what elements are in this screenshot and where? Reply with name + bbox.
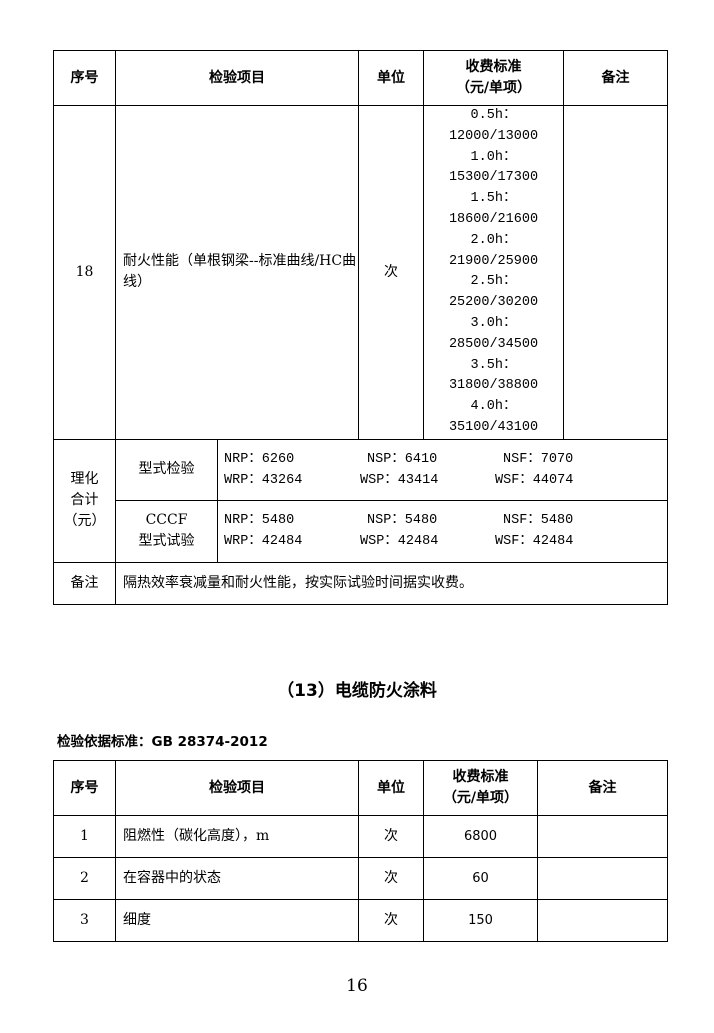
row-item: 细度 [115, 899, 359, 942]
price-value: 18600/21600 [448, 211, 539, 227]
row-unit: 次 [358, 899, 424, 942]
table-row: 3 细度 次 150 [53, 899, 668, 942]
row-item: 耐火性能（单根钢梁--标准曲线/HC曲线） [115, 105, 359, 440]
row-item: 阻燃性（碳化高度），m [115, 815, 359, 858]
total-nrp: NRP：5480 [224, 513, 295, 529]
fee-table-cable-coating: 序号 检验项目 单位 收费标准 （元/单项） 备注 1 阻燃性（碳化高度），m 次… [53, 760, 668, 942]
totals-row-cccf: CCCF 型式试验 NRP：5480 NSP：5480 NSF：5480 WRP：… [54, 499, 668, 563]
total-nrp: NRP：6260 [224, 451, 295, 467]
total-wsf: WSF：42484 [495, 534, 574, 550]
row-fee: 150 [423, 899, 538, 942]
totals-type-line: CCCF [145, 512, 188, 529]
row-unit: 次 [358, 857, 424, 900]
row-fee: 60 [423, 857, 538, 900]
price-value: 21900/25900 [448, 253, 539, 269]
totals-label-line: 理化 [70, 471, 99, 488]
row-remark [537, 815, 668, 858]
totals-type-line: 型式检验 [138, 461, 195, 478]
header-unit: 单位 [358, 50, 424, 106]
header-item: 检验项目 [115, 760, 359, 816]
total-wrp: WRP：43264 [224, 472, 303, 488]
row-fee-list: 0.5h： 12000/13000 1.0h： 15300/17300 1.5h： 1… [423, 105, 564, 440]
header-no: 序号 [53, 50, 116, 106]
price-value: 25200/30200 [448, 295, 539, 311]
header-fee: 收费标准 （元/单项） [423, 760, 538, 816]
row-unit: 次 [358, 815, 424, 858]
totals-label: 理化 合计 （元） [53, 438, 116, 563]
table-row: 1 阻燃性（碳化高度），m 次 6800 [53, 815, 668, 858]
price-value: 12000/13000 [448, 128, 539, 144]
totals-line: WRP：43264 WSP：43414 WSF：44074 [218, 470, 667, 491]
row-no: 1 [53, 815, 116, 858]
row-remark [537, 899, 668, 942]
price-duration: 3.0h： [470, 315, 517, 331]
note-text: 隔热效率衰减量和耐火性能，按实际试验时间据实收费。 [115, 561, 668, 605]
price-duration: 0.5h： [470, 108, 517, 123]
row-unit: 次 [358, 105, 424, 440]
header-fee-line2: （元/单项） [455, 80, 532, 96]
totals-line: NRP：5480 NSP：5480 NSF：5480 [218, 510, 667, 531]
row-item: 在容器中的状态 [115, 857, 359, 900]
row-remark [563, 105, 668, 440]
totals-values: NRP：5480 NSP：5480 NSF：5480 WRP：42484 WSP… [217, 499, 668, 563]
totals-line: NRP：6260 NSP：6410 NSF：7070 [218, 449, 667, 470]
price-value: 31800/38800 [448, 378, 539, 394]
price-duration: 2.0h： [470, 232, 517, 248]
total-nsf: NSF：5480 [503, 513, 574, 529]
total-wrp: WRP：42484 [224, 534, 303, 550]
fee-table-fire-resistance: 序号 检验项目 单位 收费标准 （元/单项） 备注 18 耐火性能（单根钢梁--标… [53, 50, 668, 605]
page-number: 16 [346, 976, 368, 996]
totals-label-line: 合计 [70, 492, 99, 509]
row-no: 2 [53, 857, 116, 900]
section-title: （13）电缆防火涂料 [277, 681, 437, 701]
totals-row-type-test: 理化 合计 （元） 型式检验 NRP：6260 NSP：6410 NSF：707… [53, 438, 668, 563]
header-remark: 备注 [563, 50, 668, 106]
total-wsf: WSF：44074 [495, 472, 574, 488]
price-duration: 1.0h： [470, 149, 517, 165]
row-no: 18 [53, 105, 116, 440]
header-fee-line2: （元/单项） [442, 790, 519, 806]
row-no: 3 [53, 899, 116, 942]
total-wsp: WSP：42484 [360, 534, 439, 550]
price-duration: 1.5h： [470, 191, 517, 207]
header-no: 序号 [53, 760, 116, 816]
note-label: 备注 [53, 561, 116, 605]
header-fee-line1: 收费标准 [452, 769, 509, 785]
header-fee-line1: 收费标准 [465, 59, 522, 75]
totals-type: 型式检验 [115, 438, 218, 501]
table-row: 2 在容器中的状态 次 60 [53, 857, 668, 900]
price-duration: 4.0h： [470, 399, 517, 415]
total-wsp: WSP：43414 [360, 472, 439, 488]
header-remark: 备注 [537, 760, 668, 816]
totals-type: CCCF 型式试验 [115, 499, 218, 563]
header-unit: 单位 [358, 760, 424, 816]
header-fee: 收费标准 （元/单项） [423, 50, 564, 106]
price-value: 35100/43100 [448, 419, 539, 435]
totals-type-line: 型式试验 [138, 533, 195, 550]
price-duration: 2.5h： [470, 274, 517, 290]
price-value: 15300/17300 [448, 170, 539, 186]
total-nsp: NSP：6410 [367, 451, 438, 467]
note-row: 备注 隔热效率衰减量和耐火性能，按实际试验时间据实收费。 [53, 561, 668, 605]
row-remark [537, 857, 668, 900]
total-nsf: NSF：7070 [503, 451, 574, 467]
price-duration: 3.5h： [470, 357, 517, 373]
total-nsp: NSP：5480 [367, 513, 438, 529]
price-value: 28500/34500 [448, 336, 539, 352]
totals-label-line: （元） [63, 513, 106, 530]
row-fee: 6800 [423, 815, 538, 858]
totals-line: WRP：42484 WSP：42484 WSF：42484 [218, 531, 667, 552]
inspection-standard: 检验依据标准：GB 28374-2012 [57, 734, 268, 750]
totals-values: NRP：6260 NSP：6410 NSF：7070 WRP：43264 WSP… [217, 438, 668, 501]
header-row: 序号 检验项目 单位 收费标准 （元/单项） 备注 [53, 50, 668, 106]
header-row: 序号 检验项目 单位 收费标准 （元/单项） 备注 [53, 760, 668, 816]
table-row: 18 耐火性能（单根钢梁--标准曲线/HC曲线） 次 0.5h： 12000/13… [53, 105, 668, 440]
header-item: 检验项目 [115, 50, 359, 106]
